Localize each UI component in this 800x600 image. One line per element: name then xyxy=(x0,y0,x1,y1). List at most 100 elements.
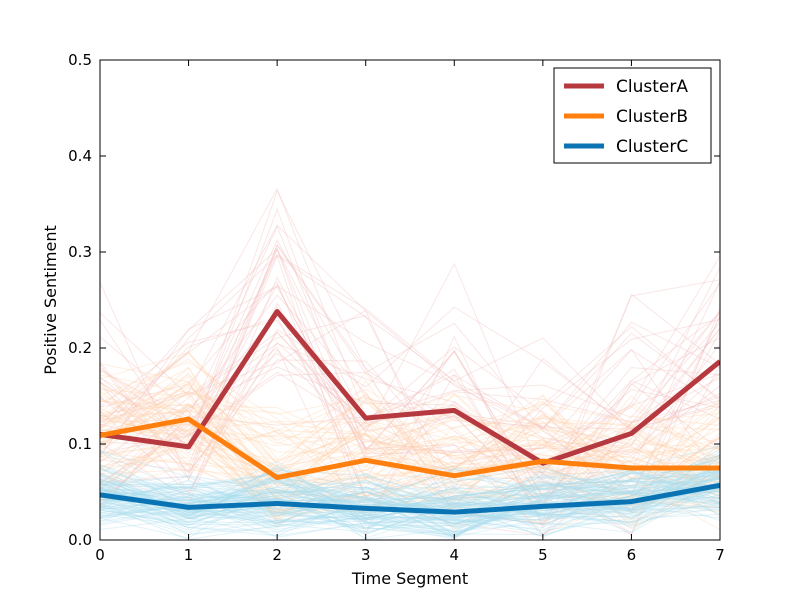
background-trace xyxy=(100,474,720,524)
background-trace xyxy=(100,293,720,523)
background-trace xyxy=(100,374,720,514)
background-trace xyxy=(100,372,720,526)
background-trace xyxy=(100,189,720,505)
background-trace xyxy=(100,465,720,516)
series-line-ClusterA xyxy=(100,309,720,466)
background-trace xyxy=(100,419,720,529)
background-trace xyxy=(100,474,720,526)
background-trace xyxy=(100,207,720,506)
background-trace xyxy=(100,479,720,512)
background-trace xyxy=(100,445,720,535)
background-trace xyxy=(100,382,720,520)
background-trace xyxy=(100,472,720,533)
x-tick-label: 3 xyxy=(361,546,371,564)
background-trace xyxy=(100,481,720,535)
background-trace xyxy=(100,255,720,503)
background-trace xyxy=(100,480,720,523)
background-trace xyxy=(100,385,720,528)
background-trace xyxy=(100,366,720,476)
background-trace xyxy=(100,307,720,536)
background-trace xyxy=(100,367,720,525)
background-trace xyxy=(100,453,720,526)
background-trace xyxy=(100,391,720,512)
y-tick-label: 0.2 xyxy=(68,339,92,357)
background-trace xyxy=(100,480,720,530)
background-trace xyxy=(100,433,720,487)
x-tick-label: 0 xyxy=(95,546,105,564)
legend-label: ClusterC xyxy=(616,137,688,157)
background-trace xyxy=(100,294,720,525)
background-trace xyxy=(100,419,720,504)
background-trace xyxy=(100,481,720,539)
background-trace xyxy=(100,381,720,512)
background-trace xyxy=(100,350,720,475)
background-trace xyxy=(100,465,720,533)
background-trace xyxy=(100,468,720,531)
background-trace xyxy=(100,310,720,490)
background-trace xyxy=(100,388,720,515)
background-trace xyxy=(100,404,720,498)
background-trace xyxy=(100,477,720,533)
background-trace xyxy=(100,467,720,524)
background-trace xyxy=(100,224,720,429)
y-tick-label: 0.5 xyxy=(68,51,92,69)
background-trace xyxy=(100,467,720,522)
background-trace xyxy=(100,409,720,527)
background-trace xyxy=(100,254,720,523)
y-axis: 0.0 0.1 0.2 0.3 0.4 0.5 xyxy=(68,51,720,549)
background-trace xyxy=(100,398,720,515)
x-axis: 0 1 2 3 4 5 6 7 xyxy=(95,60,725,564)
background-trace xyxy=(100,480,720,512)
background-trace xyxy=(100,470,720,531)
background-trace xyxy=(100,285,720,456)
background-trace xyxy=(100,471,720,534)
background-trace xyxy=(100,306,720,493)
background-trace xyxy=(100,319,720,452)
background-trace xyxy=(100,255,720,457)
y-axis-title: Positive Sentiment xyxy=(41,225,60,374)
background-trace xyxy=(100,387,720,513)
background-trace xyxy=(100,262,720,490)
background-trace xyxy=(100,468,720,540)
background-trace xyxy=(100,281,720,536)
background-trace xyxy=(100,465,720,534)
background-trace xyxy=(100,484,720,533)
background-trace xyxy=(100,475,720,524)
legend-label: ClusterA xyxy=(616,77,688,97)
background-trace xyxy=(100,489,720,519)
background-trace xyxy=(100,247,720,495)
background-trace xyxy=(100,393,720,497)
background-trace xyxy=(100,475,720,524)
legend: ClusterA ClusterB ClusterC xyxy=(553,67,712,164)
background-trace xyxy=(100,253,720,439)
legend-label: ClusterB xyxy=(616,107,688,127)
background-trace xyxy=(100,467,720,540)
background-trace xyxy=(100,490,720,526)
background-trace xyxy=(100,302,720,505)
background-trace xyxy=(100,309,720,509)
background-trace xyxy=(100,391,720,500)
x-tick-label: 1 xyxy=(184,546,194,564)
background-trace xyxy=(100,466,720,533)
background-trace xyxy=(100,427,720,497)
background-trace xyxy=(100,476,720,538)
background-trace xyxy=(100,395,720,505)
background-trace xyxy=(100,352,720,468)
y-tick-label: 0.1 xyxy=(68,435,92,453)
series-lines xyxy=(100,309,720,515)
background-trace xyxy=(100,473,720,538)
background-trace xyxy=(100,407,720,513)
background-trace xyxy=(100,243,720,513)
background-trace xyxy=(100,282,720,474)
background-trace xyxy=(100,283,720,535)
background-trace xyxy=(100,471,720,531)
background-trace xyxy=(100,472,720,537)
background-trace xyxy=(100,402,720,509)
background-trace xyxy=(100,481,720,522)
x-tick-label: 2 xyxy=(272,546,282,564)
background-trace xyxy=(100,482,720,524)
background-trace xyxy=(100,466,720,519)
background-trace xyxy=(100,460,720,537)
